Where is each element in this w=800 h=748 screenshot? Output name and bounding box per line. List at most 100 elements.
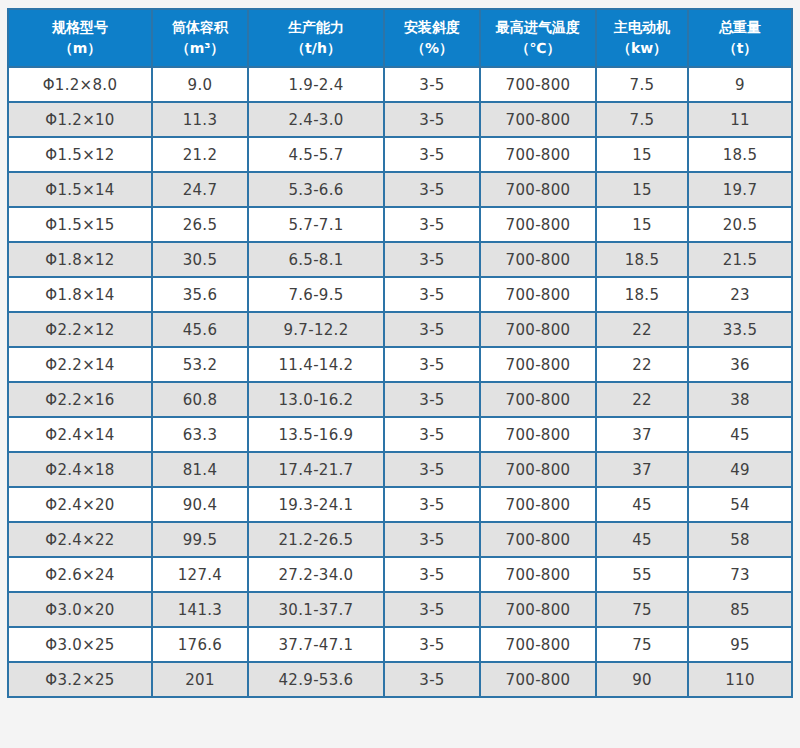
table-cell: 3-5 [384, 347, 480, 382]
table-cell: 63.3 [152, 417, 248, 452]
table-row: Φ1.5×1221.24.5-5.73-5700-8001518.5 [8, 137, 792, 172]
table-body: Φ1.2×8.09.01.9-2.43-5700-8007.59Φ1.2×101… [8, 67, 792, 697]
table-row: Φ2.4×1463.313.5-16.93-5700-8003745 [8, 417, 792, 452]
spec-table: 规格型号（m）筒体容积（m³） 生产能力 （t/h）安装斜度（%） 最高进气温度 （℃）… [7, 8, 793, 698]
table-cell: 36 [688, 347, 792, 382]
header-unit: （℃） [483, 38, 593, 59]
table-row: Φ2.4×1881.417.4-21.73-5700-8003749 [8, 452, 792, 487]
table-cell: 75 [596, 627, 688, 662]
table-row: Φ1.8×1230.56.5-8.13-5700-80018.521.5 [8, 242, 792, 277]
table-cell: 9.0 [152, 67, 248, 102]
table-cell: 22 [596, 382, 688, 417]
table-cell: 11.3 [152, 102, 248, 137]
table-cell: Φ1.5×14 [8, 172, 152, 207]
table-cell: 700-800 [480, 67, 596, 102]
table-cell: 11 [688, 102, 792, 137]
header-label: 主电动机 [614, 19, 670, 35]
table-row: Φ1.8×1435.67.6-9.53-5700-80018.523 [8, 277, 792, 312]
table-cell: 3-5 [384, 382, 480, 417]
table-cell: Φ3.2×25 [8, 662, 152, 697]
header-unit: （m） [11, 38, 149, 59]
table-cell: 21.2-26.5 [248, 522, 384, 557]
table-cell: 90 [596, 662, 688, 697]
table-cell: 21.2 [152, 137, 248, 172]
table-cell: 700-800 [480, 452, 596, 487]
table-cell: 3-5 [384, 277, 480, 312]
table-header-cell: 规格型号（m） [8, 9, 152, 67]
table-cell: Φ3.0×25 [8, 627, 152, 662]
table-cell: 700-800 [480, 592, 596, 627]
table-cell: 75 [596, 592, 688, 627]
table-cell: 3-5 [384, 487, 480, 522]
table-header-cell: 总重量（t） [688, 9, 792, 67]
table-header-cell: 最高进气温度 （℃） [480, 9, 596, 67]
header-label: 总重量 [719, 19, 761, 35]
table-cell: 30.5 [152, 242, 248, 277]
table-row: Φ3.2×2520142.9-53.63-5700-80090110 [8, 662, 792, 697]
table-cell: 6.5-8.1 [248, 242, 384, 277]
header-label: 最高进气温度 [496, 19, 580, 35]
table-cell: 700-800 [480, 102, 596, 137]
table-cell: 3-5 [384, 242, 480, 277]
table-cell: 700-800 [480, 557, 596, 592]
table-cell: 21.5 [688, 242, 792, 277]
table-cell: 38 [688, 382, 792, 417]
table-cell: 54 [688, 487, 792, 522]
table-cell: 15 [596, 172, 688, 207]
table-cell: 3-5 [384, 172, 480, 207]
table-cell: 30.1-37.7 [248, 592, 384, 627]
table-cell: 95 [688, 627, 792, 662]
table-cell: 22 [596, 347, 688, 382]
table-cell: 55 [596, 557, 688, 592]
table-cell: 17.4-21.7 [248, 452, 384, 487]
table-cell: 3-5 [384, 67, 480, 102]
table-cell: 3-5 [384, 522, 480, 557]
table-cell: 2.4-3.0 [248, 102, 384, 137]
table-row: Φ1.5×1526.55.7-7.13-5700-8001520.5 [8, 207, 792, 242]
table-cell: 19.7 [688, 172, 792, 207]
table-cell: 53.2 [152, 347, 248, 382]
table-cell: 700-800 [480, 347, 596, 382]
table-cell: 127.4 [152, 557, 248, 592]
table-row: Φ2.2×1245.69.7-12.23-5700-8002233.5 [8, 312, 792, 347]
table-cell: Φ2.6×24 [8, 557, 152, 592]
table-cell: 99.5 [152, 522, 248, 557]
table-cell: Φ1.2×10 [8, 102, 152, 137]
table-cell: 11.4-14.2 [248, 347, 384, 382]
table-cell: Φ2.2×14 [8, 347, 152, 382]
table-header-cell: 生产能力 （t/h） [248, 9, 384, 67]
table-cell: 42.9-53.6 [248, 662, 384, 697]
table-row: Φ2.6×24127.427.2-34.03-5700-8005573 [8, 557, 792, 592]
table-row: Φ2.4×2090.419.3-24.13-5700-8004554 [8, 487, 792, 522]
table-cell: Φ2.2×12 [8, 312, 152, 347]
table-cell: Φ1.2×8.0 [8, 67, 152, 102]
header-label: 生产能力 [288, 19, 344, 35]
table-row: Φ1.5×1424.75.3-6.63-5700-8001519.7 [8, 172, 792, 207]
table-cell: 700-800 [480, 417, 596, 452]
table-cell: 22 [596, 312, 688, 347]
table-cell: Φ2.4×18 [8, 452, 152, 487]
table-row: Φ2.2×1660.813.0-16.23-5700-8002238 [8, 382, 792, 417]
header-unit: （t/h） [251, 38, 381, 59]
table-cell: 700-800 [480, 137, 596, 172]
table-cell: 700-800 [480, 487, 596, 522]
table-cell: 49 [688, 452, 792, 487]
table-cell: 90.4 [152, 487, 248, 522]
table-cell: 15 [596, 207, 688, 242]
table-cell: 3-5 [384, 627, 480, 662]
table-header-cell: 筒体容积（m³） [152, 9, 248, 67]
table-cell: 700-800 [480, 207, 596, 242]
table-header-cell: 安装斜度（%） [384, 9, 480, 67]
table-cell: 700-800 [480, 242, 596, 277]
table-header-cell: 主电动机（kw） [596, 9, 688, 67]
table-cell: 700-800 [480, 627, 596, 662]
table-cell: 4.5-5.7 [248, 137, 384, 172]
table-cell: 45 [688, 417, 792, 452]
table-cell: 19.3-24.1 [248, 487, 384, 522]
table-cell: 7.5 [596, 102, 688, 137]
table-cell: 7.5 [596, 67, 688, 102]
header-unit: （m³） [155, 38, 245, 59]
table-cell: 81.4 [152, 452, 248, 487]
table-row: Φ1.2×8.09.01.9-2.43-5700-8007.59 [8, 67, 792, 102]
table-row: Φ3.0×25176.637.7-47.13-5700-8007595 [8, 627, 792, 662]
